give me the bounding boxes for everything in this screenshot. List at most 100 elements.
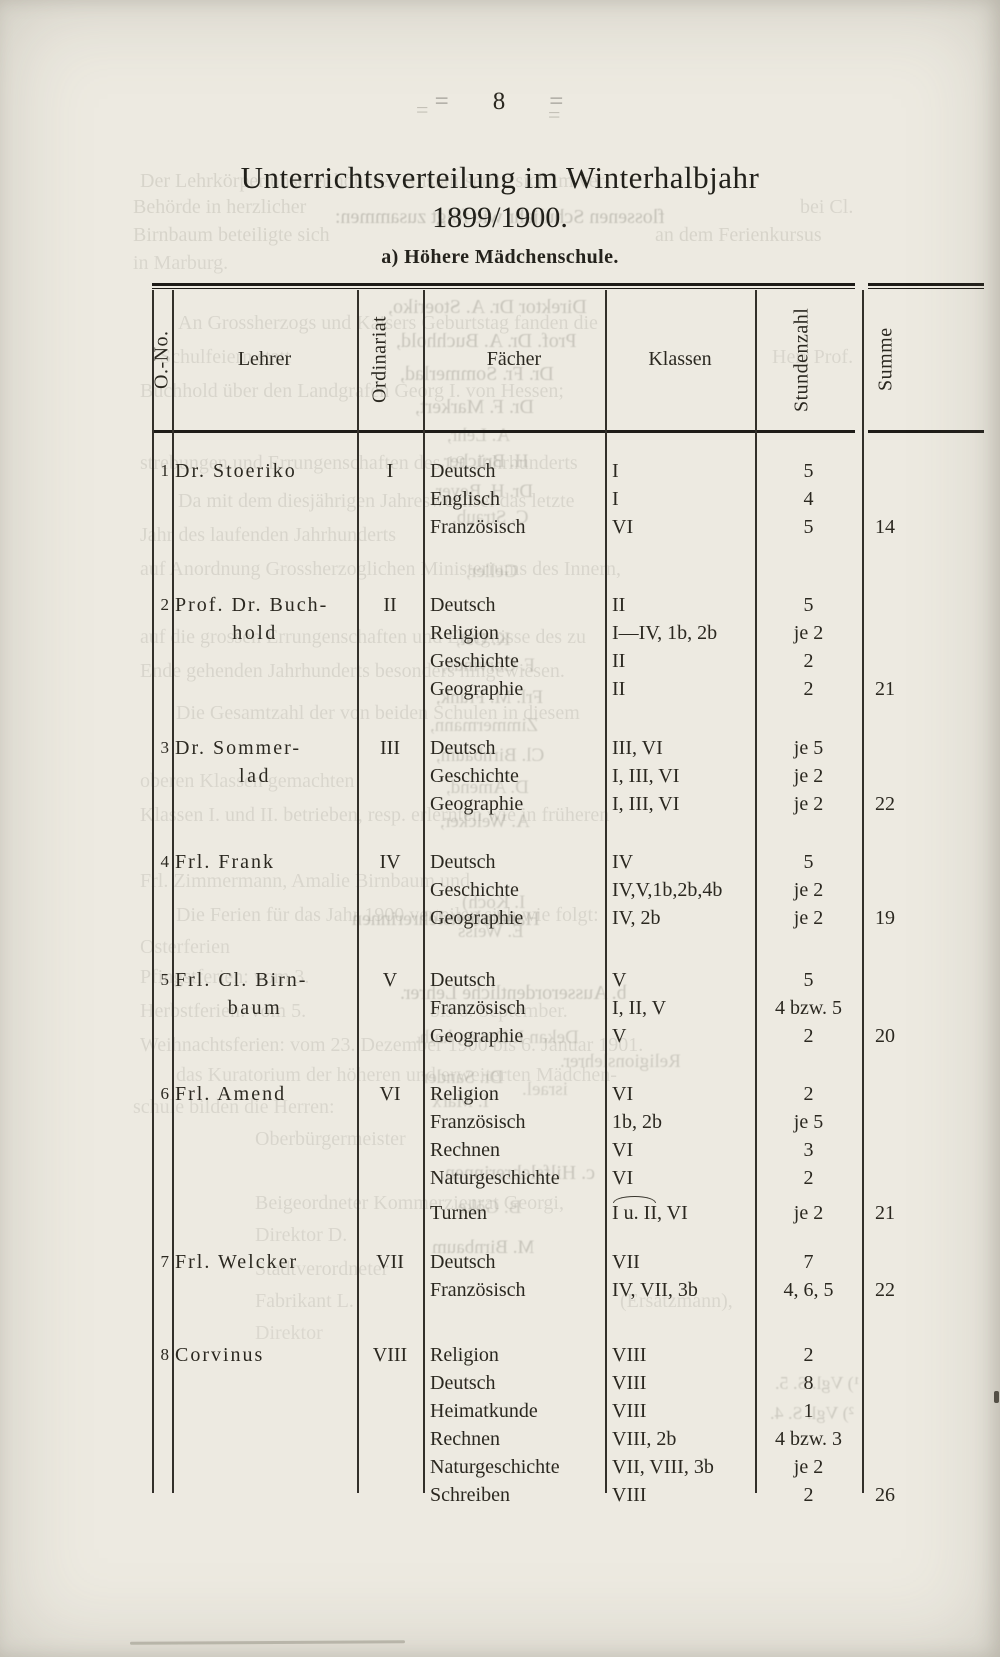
- teacher-cell: Dr. Sommer-lad: [172, 734, 357, 790]
- column-rule-1: [172, 290, 174, 1493]
- teacher-name: Frl. Amend: [175, 1083, 287, 1105]
- classes-value: VI: [612, 1083, 634, 1105]
- row-number: 7: [160, 1252, 170, 1271]
- ordinariat-cell: VI: [357, 1080, 423, 1108]
- ordinariat-cell: II: [357, 591, 423, 619]
- schedule-table: O.-No. Lehrer Ordinariat Fächer Klassen …: [151, 283, 984, 1509]
- hours-value: 2: [803, 650, 814, 672]
- row-number-cell: 6: [152, 1080, 172, 1108]
- classes-value: IV,V,1b,2b,4b: [612, 879, 723, 901]
- summe-value: 14: [875, 516, 895, 538]
- table-row: 2 Prof. Dr. Buch-hold II Deutsch Religion Ges…: [152, 591, 984, 703]
- table-row: 7 Frl. Welcker VII Deutsch Französisch VII IV,…: [152, 1248, 984, 1304]
- header-stundenzahl: Stundenzahl: [790, 307, 813, 412]
- hours-value: je 2: [793, 879, 824, 901]
- ordinariat-value: I: [386, 460, 394, 482]
- ordinariat-value: V: [382, 969, 398, 991]
- classes-value: 1b, 2b: [612, 1111, 662, 1133]
- teacher-name: lad: [239, 765, 271, 787]
- bleedthrough-text: Jahr des laufenden Jahrhunderts: [140, 524, 397, 546]
- classes-value: II: [612, 650, 626, 672]
- subject-value: Turnen: [430, 1202, 488, 1224]
- bleedthrough-text: Oberbürgermeister: [255, 1128, 406, 1150]
- table-row: 4 Frl. Frank IV Deutsch Geschichte Geographie…: [152, 848, 984, 932]
- classes-braced-part: I u. II: [612, 1196, 657, 1227]
- row-number-cell: 1: [152, 457, 172, 485]
- table-row: 1 Dr. Stoeriko I Deutsch Englisch Französisch…: [152, 457, 984, 541]
- bleedthrough-text: auf Anordnung Grossherzoglichen Minister…: [140, 558, 622, 580]
- classes-value: I, III, VI: [612, 793, 680, 815]
- hours-value: 2: [803, 1083, 814, 1105]
- classes-value: I—IV, 1b, 2b: [612, 622, 718, 644]
- bleedthrough-text: Frl. Zimmermann, Amalie Birnbaum und: [140, 870, 470, 892]
- row-number-cell: 7: [152, 1248, 172, 1276]
- subject-value: Religion: [430, 1344, 499, 1366]
- document-title-line1: Unterrichtsverteilung im Winterhalbjahr: [240, 160, 760, 195]
- bleedthrough-text: Pfingstferien: vom 3.: [140, 966, 310, 988]
- classes-value: VIII: [612, 1344, 647, 1366]
- summe-cell: 22: [862, 734, 984, 818]
- column-rule-4: [605, 290, 607, 1493]
- hours-cell: je 5 je 2 je 2: [755, 734, 862, 818]
- hours-value: 5: [803, 460, 814, 482]
- teacher-cell: Frl. Amend: [172, 1080, 357, 1108]
- subject-value: Englisch: [430, 488, 500, 510]
- classes-value: I, II, V: [612, 997, 667, 1019]
- classes-cell: IV IV,V,1b,2b,4b IV, 2b: [605, 848, 755, 932]
- row-number-cell: 8: [152, 1341, 172, 1369]
- summe-value: 22: [875, 793, 895, 815]
- hours-value: 3: [803, 1139, 814, 1161]
- table-row: 3 Dr. Sommer-lad III Deutsch Geschichte Geogr…: [152, 734, 984, 818]
- ordinariat-cell: VII: [357, 1248, 423, 1276]
- ordinariat-cell: VIII: [357, 1341, 423, 1369]
- classes-value: V: [612, 969, 627, 991]
- subject-value: Rechnen: [430, 1428, 500, 1450]
- document-title-line2: 1899/1900.: [432, 201, 568, 234]
- bleedthrough-text: Beigeordneter Kommerzienrat Georgi,: [255, 1192, 564, 1214]
- scan-speck: [994, 1391, 999, 1403]
- header-summe: Summe: [874, 327, 897, 392]
- page-number: = 8 =: [0, 88, 1000, 116]
- bleedthrough-text: Birnbaum beteiligte sich: [133, 224, 330, 246]
- bleedthrough-text: oberen Klassen gemachten: [140, 770, 355, 792]
- subject-value: Geschichte: [430, 765, 519, 787]
- subject-value: Naturgeschichte: [430, 1167, 560, 1189]
- table-row: 8 Corvinus VIII Religion Deutsch Heimatkunde R…: [152, 1341, 984, 1509]
- bleedthrough-text: Die Gesamtzahl der von beiden Schulen in…: [176, 702, 580, 724]
- classes-value: VIII: [612, 1484, 647, 1506]
- row-number: 3: [160, 738, 170, 757]
- subjects-cell: Deutsch Englisch Französisch: [423, 457, 605, 541]
- bleedthrough-text: bis 6. September.: [430, 1000, 568, 1022]
- row-number: 6: [160, 1084, 170, 1103]
- summe-value: 19: [875, 907, 895, 929]
- row-number: 4: [160, 852, 170, 871]
- row-number-cell: 3: [152, 734, 172, 762]
- row-number-cell: 4: [152, 848, 172, 876]
- table-top-rule-right: [868, 283, 984, 289]
- bleedthrough-text: Behörde in herzlicher: [133, 196, 307, 218]
- hours-value: 5: [803, 594, 814, 616]
- table-row: 6 Frl. Amend VI Religion Französisch Rechnen N…: [152, 1080, 984, 1227]
- bleedthrough-text: an dem Ferienkursus: [655, 224, 822, 246]
- header-klassen: Klassen: [648, 348, 712, 370]
- subject-value: Deutsch: [430, 969, 496, 991]
- classes-value: VIII, 2b: [612, 1428, 677, 1450]
- subject-value: Geschichte: [430, 879, 519, 901]
- subject-value: Heimatkunde: [430, 1400, 538, 1422]
- bleedthrough-text: das Kuratorium der höheren und erweitert…: [176, 1064, 617, 1086]
- teacher-name: Frl. Cl. Birn-: [175, 969, 308, 991]
- ordinariat-value: VI: [379, 1083, 401, 1105]
- hours-value: je 2: [793, 765, 824, 787]
- row-number: 8: [160, 1345, 170, 1364]
- header-lehrer: Lehrer: [237, 348, 292, 370]
- bleedthrough-text: schule bilden die Herren:: [133, 1096, 335, 1118]
- subjects-cell: Deutsch Religion Geschichte Geographie: [423, 591, 605, 703]
- teacher-name: Frl. Welcker: [175, 1251, 299, 1273]
- row-number-cell: 5: [152, 966, 172, 994]
- classes-cell: VII IV, VII, 3b: [605, 1248, 755, 1304]
- teacher-cell: Corvinus: [172, 1341, 357, 1369]
- subject-value: Französisch: [430, 1279, 526, 1301]
- table-row: 5 Frl. Cl. Birn-baum V Deutsch Französisch Ge…: [152, 966, 984, 1050]
- classes-value: VIII: [612, 1372, 647, 1394]
